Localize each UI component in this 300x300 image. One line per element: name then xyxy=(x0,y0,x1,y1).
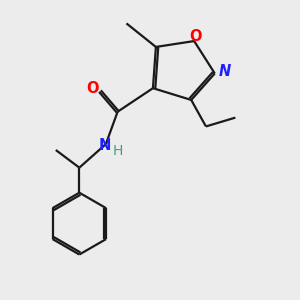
Text: H: H xyxy=(113,144,123,158)
Text: O: O xyxy=(86,81,99,96)
Text: N: N xyxy=(219,64,231,80)
Text: N: N xyxy=(98,138,110,153)
Text: O: O xyxy=(189,29,202,44)
